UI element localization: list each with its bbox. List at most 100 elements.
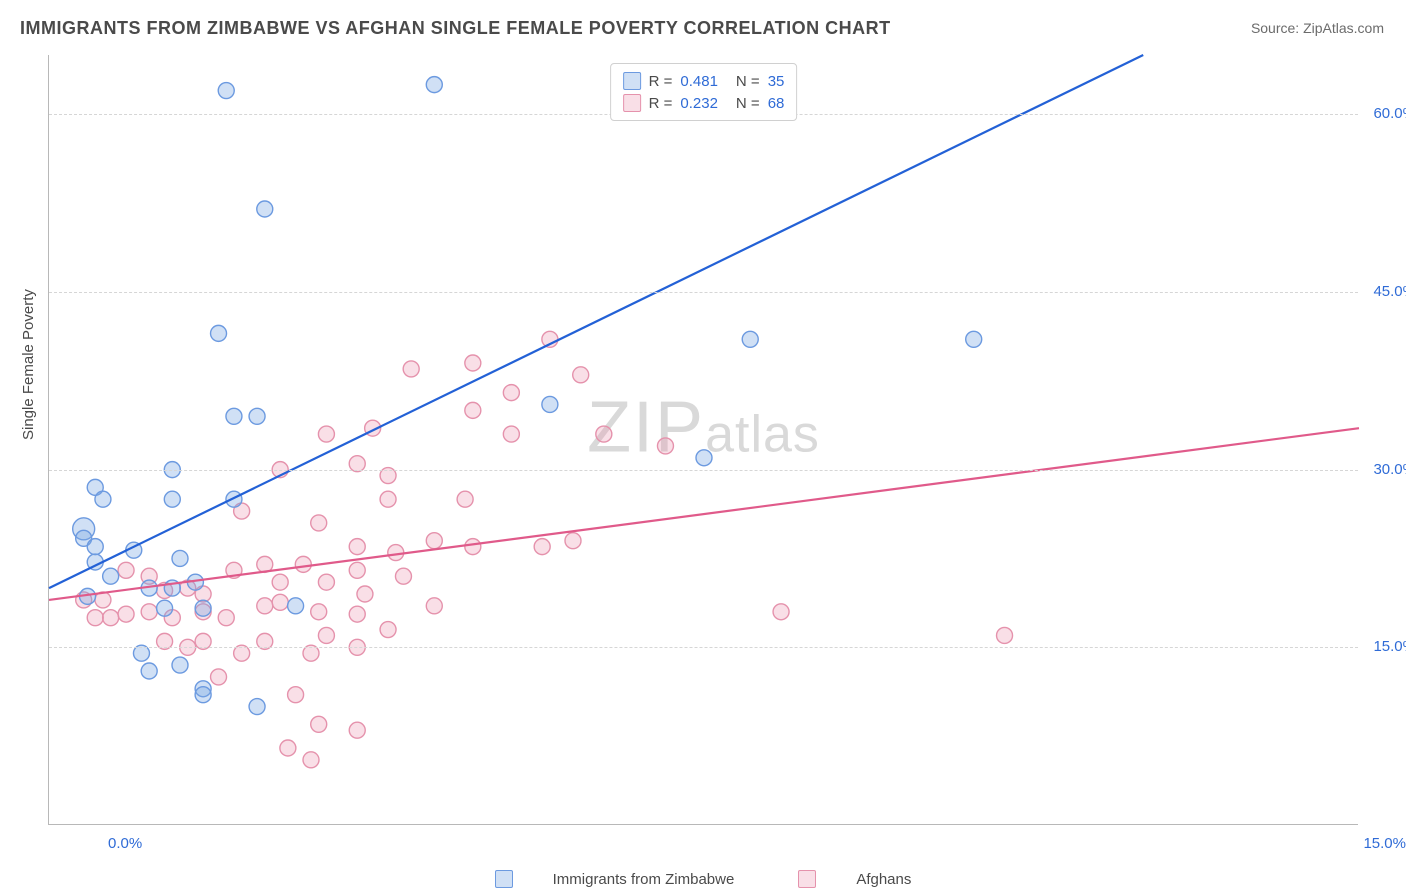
x-tick-label: 15.0% [1363, 835, 1406, 852]
blue-point [288, 598, 304, 614]
pink-point [318, 426, 334, 442]
pink-point [318, 574, 334, 590]
pink-point [657, 438, 673, 454]
legend-swatch-blue [623, 72, 641, 90]
pink-point [280, 740, 296, 756]
gridline [49, 292, 1358, 293]
pink-point [997, 627, 1013, 643]
pink-point [426, 598, 442, 614]
pink-point [103, 610, 119, 626]
pink-point [395, 568, 411, 584]
blue-point [742, 331, 758, 347]
pink-point [465, 539, 481, 555]
pink-point [565, 533, 581, 549]
pink-point [503, 426, 519, 442]
pink-point [426, 533, 442, 549]
y-tick-label: 60.0% [1373, 105, 1406, 122]
blue-point [696, 450, 712, 466]
pink-point [380, 491, 396, 507]
blue-point [249, 699, 265, 715]
y-axis-label: Single Female Poverty [20, 289, 37, 440]
y-tick-label: 30.0% [1373, 461, 1406, 478]
blue-point [211, 325, 227, 341]
gridline [49, 470, 1358, 471]
pink-point [573, 367, 589, 383]
blue-point [103, 568, 119, 584]
pink-point [596, 426, 612, 442]
legend-r-label: R = [649, 95, 673, 112]
pink-point [272, 594, 288, 610]
pink-point [349, 539, 365, 555]
pink-point [349, 562, 365, 578]
blue-point [141, 663, 157, 679]
blue-point [542, 396, 558, 412]
legend-row: R = 0.232 N = 68 [623, 92, 785, 114]
legend-series: Immigrants from Zimbabwe Afghans [48, 824, 1358, 892]
legend-swatch-blue [495, 870, 513, 888]
blue-point [157, 600, 173, 616]
blue-point [426, 77, 442, 93]
pink-point [503, 385, 519, 401]
blue-trendline [49, 55, 1143, 588]
legend-r-value: 0.481 [680, 73, 718, 90]
pink-point [272, 574, 288, 590]
gridline [49, 647, 1358, 648]
legend-n-value: 35 [768, 73, 785, 90]
pink-point [380, 622, 396, 638]
blue-point [195, 600, 211, 616]
chart-source: Source: ZipAtlas.com [1251, 20, 1384, 36]
chart-svg [49, 55, 1358, 824]
legend-r-value: 0.232 [680, 95, 718, 112]
legend-swatch-pink [798, 870, 816, 888]
y-tick-label: 45.0% [1373, 283, 1406, 300]
legend-series-label: Immigrants from Zimbabwe [553, 871, 735, 888]
legend-row: R = 0.481 N = 35 [623, 70, 785, 92]
pink-point [773, 604, 789, 620]
pink-point [403, 361, 419, 377]
source-label: Source: [1251, 20, 1299, 36]
pink-point [534, 539, 550, 555]
pink-point [118, 562, 134, 578]
blue-point [249, 408, 265, 424]
pink-point [303, 752, 319, 768]
pink-point [211, 669, 227, 685]
blue-point [172, 657, 188, 673]
blue-point [218, 83, 234, 99]
blue-point [966, 331, 982, 347]
blue-point [164, 491, 180, 507]
blue-point [226, 408, 242, 424]
legend-n-value: 68 [768, 95, 785, 112]
pink-point [349, 606, 365, 622]
pink-point [295, 556, 311, 572]
pink-point [388, 545, 404, 561]
pink-point [218, 610, 234, 626]
pink-point [349, 722, 365, 738]
pink-point [257, 598, 273, 614]
pink-point [87, 610, 103, 626]
pink-point [118, 606, 134, 622]
blue-point [87, 539, 103, 555]
pink-point [318, 627, 334, 643]
pink-point [465, 402, 481, 418]
pink-point [357, 586, 373, 602]
legend-r-label: R = [649, 73, 673, 90]
pink-point [288, 687, 304, 703]
pink-point [311, 604, 327, 620]
blue-point [195, 687, 211, 703]
legend-series-label: Afghans [856, 871, 911, 888]
pink-point [465, 355, 481, 371]
legend-n-label: N = [736, 73, 760, 90]
legend-correlation: R = 0.481 N = 35 R = 0.232 N = 68 [610, 63, 798, 121]
chart-container: { "title": "IMMIGRANTS FROM ZIMBABWE VS … [0, 0, 1406, 892]
blue-point [95, 491, 111, 507]
pink-point [311, 515, 327, 531]
pink-point [311, 716, 327, 732]
legend-n-label: N = [736, 95, 760, 112]
blue-point [172, 550, 188, 566]
legend-series-item: Immigrants from Zimbabwe [479, 870, 751, 888]
pink-point [457, 491, 473, 507]
y-tick-label: 15.0% [1373, 638, 1406, 655]
blue-point [257, 201, 273, 217]
chart-title: IMMIGRANTS FROM ZIMBABWE VS AFGHAN SINGL… [20, 18, 891, 39]
legend-series-item: Afghans [782, 870, 927, 888]
